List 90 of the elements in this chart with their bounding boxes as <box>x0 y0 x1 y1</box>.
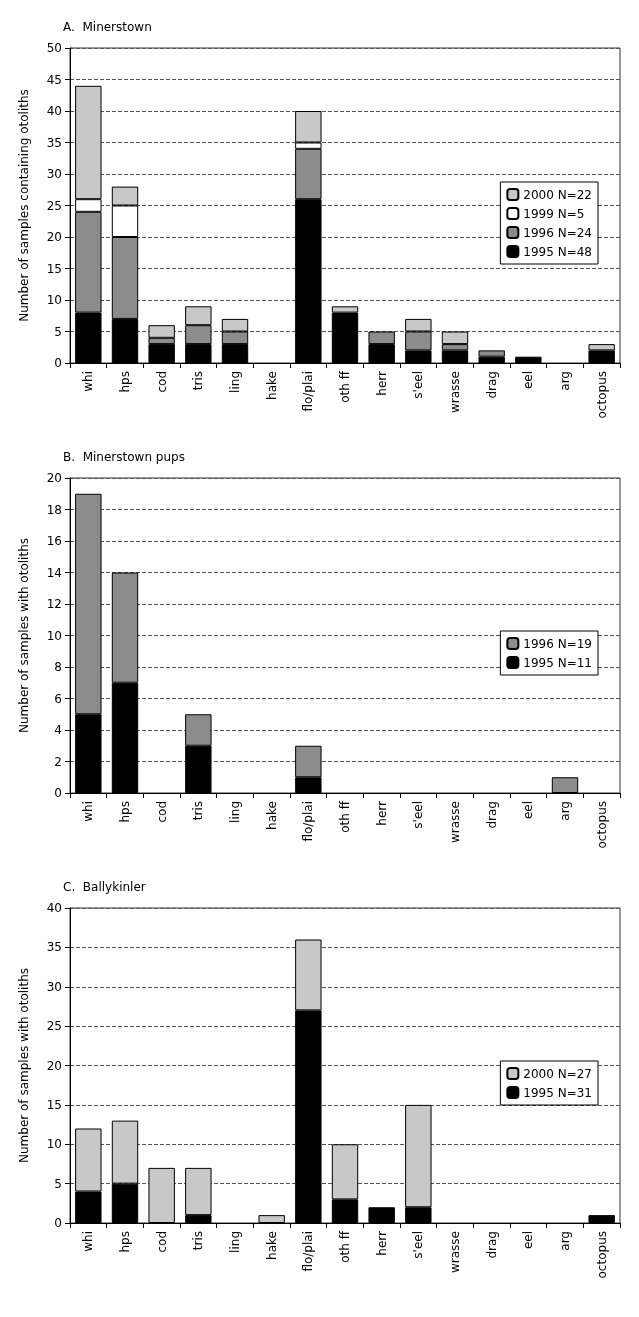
y-axis-title: Number of samples with otoliths <box>17 538 31 733</box>
x-tick-label: whi <box>81 801 96 822</box>
y-tick-label: 5 <box>54 1176 62 1191</box>
y-axis-title: Number of samples with otoliths <box>17 968 31 1163</box>
x-tick-label: arg <box>558 1231 572 1251</box>
x-tick-label: flo/plai <box>301 371 316 412</box>
x-tick-label: tris <box>191 1231 206 1251</box>
legend-label: 1995 N=11 <box>523 655 592 670</box>
x-tick-label: drag <box>484 371 499 399</box>
y-tick-label: 20 <box>46 1058 62 1073</box>
x-tick-label: flo/plai <box>301 801 316 842</box>
y-tick-label: 40 <box>46 104 62 118</box>
x-tick-label: oth ff <box>338 370 352 403</box>
y-tick-label: 0 <box>54 1216 62 1230</box>
x-tick-label: hps <box>118 371 132 393</box>
y-tick-label: 25 <box>46 1019 62 1034</box>
x-tick-label: wrasse <box>448 1231 462 1273</box>
x-tick-label: eel <box>521 801 536 820</box>
x-tick-label: whi <box>81 1231 96 1252</box>
y-tick-label: 15 <box>46 261 62 276</box>
y-axis-title: Number of samples containing otoliths <box>17 89 31 322</box>
y-tick-label: 10 <box>46 293 62 307</box>
x-tick-label: drag <box>484 801 499 829</box>
x-tick-label: cod <box>154 1231 169 1253</box>
x-tick-label: tris <box>191 371 206 391</box>
x-tick-label: cod <box>154 371 169 393</box>
x-tick-label: hps <box>118 801 132 823</box>
y-tick-label: 40 <box>46 901 62 915</box>
y-tick-label: 2 <box>54 754 62 769</box>
x-tick-label: drag <box>484 1231 499 1259</box>
y-tick-label: 16 <box>46 534 62 548</box>
y-tick-label: 50 <box>46 41 62 55</box>
x-tick-label: wrasse <box>448 801 462 843</box>
y-tick-label: 15 <box>46 1097 62 1112</box>
x-tick-label: ling <box>228 801 242 823</box>
chart-title: C. Ballykinler <box>63 880 146 894</box>
y-tick-label: 20 <box>46 230 62 244</box>
x-tick-label: octopus <box>594 371 609 419</box>
x-tick-label: octopus <box>594 1231 609 1279</box>
x-tick-label: whi <box>81 371 96 392</box>
x-tick-label: oth ff <box>338 1230 352 1263</box>
legend-label: 1996 N=24 <box>523 225 592 240</box>
x-tick-label: cod <box>154 801 169 823</box>
y-tick-label: 5 <box>54 324 62 339</box>
x-tick-label: eel <box>521 371 536 390</box>
chart-title: A. Minerstown <box>63 20 152 34</box>
y-tick-label: 35 <box>46 940 62 955</box>
x-tick-label: arg <box>558 801 572 821</box>
x-tick-label: oth ff <box>338 800 352 833</box>
y-tick-label: 4 <box>54 723 62 737</box>
x-tick-label: hake <box>264 371 279 400</box>
y-tick-label: 20 <box>46 471 62 485</box>
x-tick-label: wrasse <box>448 371 462 413</box>
legend-label: 1995 N=31 <box>523 1085 592 1100</box>
x-tick-label: herr <box>374 1230 389 1256</box>
y-tick-label: 35 <box>46 135 62 150</box>
x-tick-label: hake <box>264 801 279 830</box>
x-tick-label: arg <box>558 371 572 391</box>
y-tick-label: 30 <box>46 979 62 994</box>
x-tick-label: ling <box>228 371 242 393</box>
x-tick-label: herr <box>374 800 389 826</box>
y-tick-label: 30 <box>46 167 62 181</box>
x-tick-label: hake <box>264 1231 279 1260</box>
legend-label: 1996 N=19 <box>523 636 592 651</box>
y-tick-label: 6 <box>54 691 62 706</box>
x-tick-label: flo/plai <box>301 1231 316 1272</box>
y-tick-label: 18 <box>46 502 62 517</box>
x-tick-label: s'eel <box>411 1231 426 1259</box>
y-tick-label: 25 <box>46 198 62 213</box>
y-tick-label: 0 <box>54 786 62 800</box>
y-tick-label: 10 <box>46 1137 62 1152</box>
y-tick-label: 0 <box>54 356 62 370</box>
y-tick-label: 8 <box>54 660 62 674</box>
legend-label: 2000 N=27 <box>523 1066 592 1081</box>
chart-title: B. Minerstown pups <box>63 450 185 464</box>
y-tick-label: 45 <box>46 72 62 87</box>
legend-label: 1999 N=5 <box>523 206 585 221</box>
x-tick-label: octopus <box>594 801 609 849</box>
x-tick-label: tris <box>191 801 206 821</box>
y-tick-label: 10 <box>46 628 62 643</box>
x-tick-label: s'eel <box>411 371 426 399</box>
legend-label: 2000 N=22 <box>523 187 592 202</box>
x-tick-label: s'eel <box>411 801 426 829</box>
x-tick-label: hps <box>118 1231 132 1253</box>
x-tick-label: herr <box>374 370 389 396</box>
y-tick-label: 14 <box>46 565 62 580</box>
x-tick-label: ling <box>228 1231 242 1253</box>
legend-label: 1995 N=48 <box>523 244 592 259</box>
y-tick-label: 12 <box>46 597 62 611</box>
x-tick-label: eel <box>521 1231 536 1250</box>
